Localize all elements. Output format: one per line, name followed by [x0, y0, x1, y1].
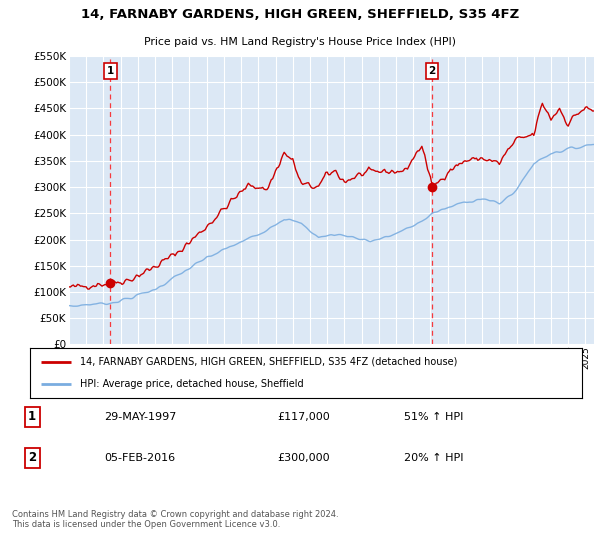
- Text: £117,000: £117,000: [277, 412, 330, 422]
- Text: £300,000: £300,000: [277, 453, 329, 463]
- Text: 05-FEB-2016: 05-FEB-2016: [104, 453, 175, 463]
- Text: 1: 1: [28, 410, 36, 423]
- Text: 2: 2: [428, 66, 436, 76]
- Text: 14, FARNABY GARDENS, HIGH GREEN, SHEFFIELD, S35 4FZ: 14, FARNABY GARDENS, HIGH GREEN, SHEFFIE…: [81, 8, 519, 21]
- Text: 1: 1: [107, 66, 114, 76]
- Text: 14, FARNABY GARDENS, HIGH GREEN, SHEFFIELD, S35 4FZ (detached house): 14, FARNABY GARDENS, HIGH GREEN, SHEFFIE…: [80, 357, 457, 367]
- Text: Contains HM Land Registry data © Crown copyright and database right 2024.
This d: Contains HM Land Registry data © Crown c…: [12, 510, 338, 529]
- Text: 29-MAY-1997: 29-MAY-1997: [104, 412, 176, 422]
- Text: 2: 2: [28, 451, 36, 464]
- Text: Price paid vs. HM Land Registry's House Price Index (HPI): Price paid vs. HM Land Registry's House …: [144, 37, 456, 47]
- Text: 51% ↑ HPI: 51% ↑ HPI: [404, 412, 463, 422]
- Text: HPI: Average price, detached house, Sheffield: HPI: Average price, detached house, Shef…: [80, 379, 304, 389]
- Text: 20% ↑ HPI: 20% ↑ HPI: [404, 453, 463, 463]
